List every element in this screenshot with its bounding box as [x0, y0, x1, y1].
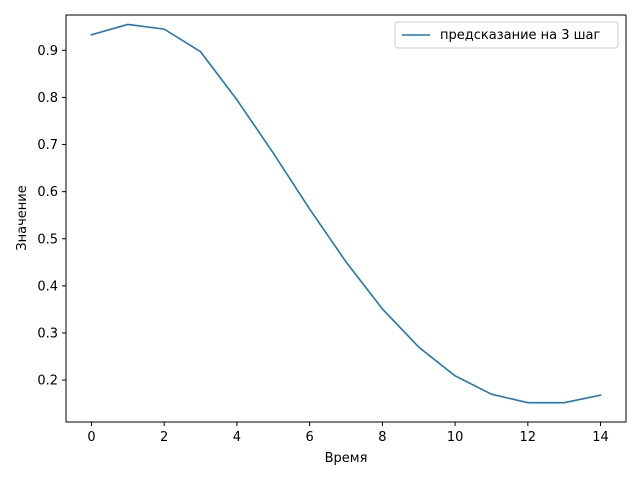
y-tick-label: 0.7	[37, 138, 58, 153]
plot-area	[66, 15, 626, 422]
plot-frame	[65, 14, 627, 423]
y-tick-label: 0.4	[37, 279, 58, 294]
x-axis-label: Время	[325, 451, 368, 466]
x-tick-label: 6	[305, 430, 313, 445]
y-tick-label: 0.5	[37, 232, 58, 247]
x-tick-label: 2	[160, 430, 168, 445]
series-line	[90, 23, 602, 404]
y-tick-label: 0.3	[37, 326, 58, 341]
y-tick-label: 0.8	[37, 91, 58, 106]
x-tick-label: 10	[447, 430, 464, 445]
y-axis-label: Значение	[15, 185, 30, 250]
x-tick-label: 8	[378, 430, 386, 445]
y-tick-label: 0.2	[37, 374, 58, 389]
y-tick-label: 0.6	[37, 185, 58, 200]
x-tick-label: 4	[233, 430, 241, 445]
y-axis: 0.2 0.3 0.4 0.5 0.6 0.7 0.8 0.9	[37, 44, 66, 389]
x-tick-label: 12	[520, 430, 537, 445]
x-tick-label: 14	[592, 430, 609, 445]
x-tick-label: 0	[87, 430, 95, 445]
legend: предсказание на 3 шаг	[394, 21, 619, 49]
series-layer	[90, 23, 602, 404]
y-tick-label: 0.9	[37, 44, 58, 59]
legend-box	[394, 21, 619, 49]
legend-entry-label: предсказание на 3 шаг	[440, 28, 601, 43]
x-axis: 0 2 4 6 8 10 12 14	[87, 422, 609, 445]
